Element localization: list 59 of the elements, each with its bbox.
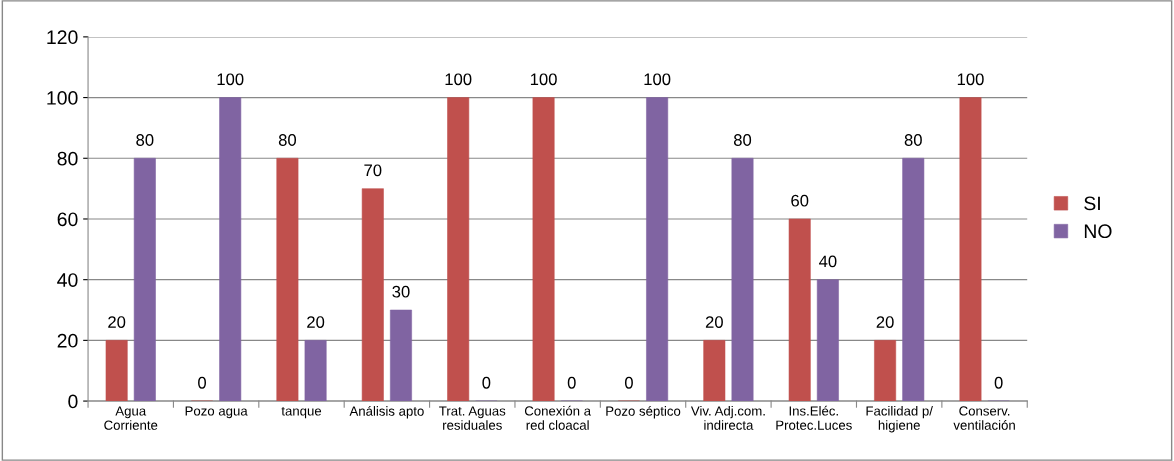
data-label: 80 bbox=[733, 134, 752, 146]
x-tick-label: Pozo séptico bbox=[606, 405, 681, 419]
y-tick-label: 40 bbox=[57, 273, 78, 287]
bar bbox=[219, 97, 242, 402]
bar bbox=[390, 309, 412, 402]
x-tick-label: Ins.Eléc. Protec.Luces bbox=[776, 405, 852, 430]
bar bbox=[902, 158, 925, 402]
data-label: 100 bbox=[217, 73, 244, 86]
x-tick-label: Conexión a red cloacal bbox=[524, 405, 592, 430]
bar bbox=[361, 188, 384, 402]
bar bbox=[532, 97, 555, 402]
x-tick-label: Agua Corriente bbox=[104, 406, 158, 430]
bar bbox=[874, 340, 897, 402]
data-label: 0 bbox=[624, 376, 633, 389]
data-label: 100 bbox=[644, 73, 671, 86]
x-tick-label: Pozo agua bbox=[185, 406, 248, 419]
data-label: 0 bbox=[567, 376, 576, 389]
bar bbox=[703, 340, 726, 402]
data-label: 70 bbox=[364, 164, 382, 177]
y-tick-label: 20 bbox=[57, 333, 78, 348]
data-label: 0 bbox=[482, 376, 491, 389]
x-tick-label: Facilidad p/ higiene bbox=[866, 405, 933, 433]
x-tick-label: Análisis apto bbox=[349, 405, 424, 419]
bar bbox=[731, 158, 754, 402]
y-tick-label: 60 bbox=[57, 212, 78, 227]
y-tick-label: 0 bbox=[68, 394, 78, 409]
y-tick-label: 80 bbox=[57, 151, 78, 166]
data-label: 0 bbox=[198, 376, 207, 389]
data-label: 80 bbox=[904, 134, 922, 146]
data-label: 80 bbox=[136, 134, 154, 146]
bar bbox=[646, 97, 669, 402]
bar bbox=[133, 158, 156, 402]
data-label: 0 bbox=[994, 376, 1003, 389]
bar bbox=[276, 158, 299, 402]
y-tick-label: 100 bbox=[47, 91, 78, 105]
data-label: 30 bbox=[392, 285, 410, 298]
data-label: 20 bbox=[876, 316, 894, 328]
data-label: 100 bbox=[530, 73, 557, 86]
bar bbox=[816, 279, 839, 402]
x-tick-label: tanque bbox=[281, 406, 322, 419]
x-tick-label: Viv. Adj.com. indirecta bbox=[690, 405, 765, 430]
x-tick-label: Trat. Aguas residuales bbox=[439, 406, 506, 430]
bar bbox=[304, 340, 327, 402]
data-label: 20 bbox=[705, 316, 723, 328]
data-label: 40 bbox=[819, 255, 837, 268]
data-label: 100 bbox=[957, 73, 984, 86]
bar bbox=[105, 340, 128, 402]
data-label: 20 bbox=[307, 316, 325, 328]
legend-label: SI bbox=[1084, 196, 1100, 211]
y-tick-label: 120 bbox=[47, 30, 78, 45]
data-label: 20 bbox=[108, 316, 126, 328]
data-label: 100 bbox=[445, 73, 472, 86]
bar bbox=[959, 97, 982, 402]
legend-label: NO bbox=[1084, 224, 1112, 239]
bar bbox=[447, 97, 470, 402]
bar bbox=[788, 218, 811, 402]
data-label: 60 bbox=[791, 194, 809, 207]
x-tick-label: Conserv. ventilación bbox=[953, 406, 1015, 430]
data-label: 80 bbox=[278, 134, 297, 146]
